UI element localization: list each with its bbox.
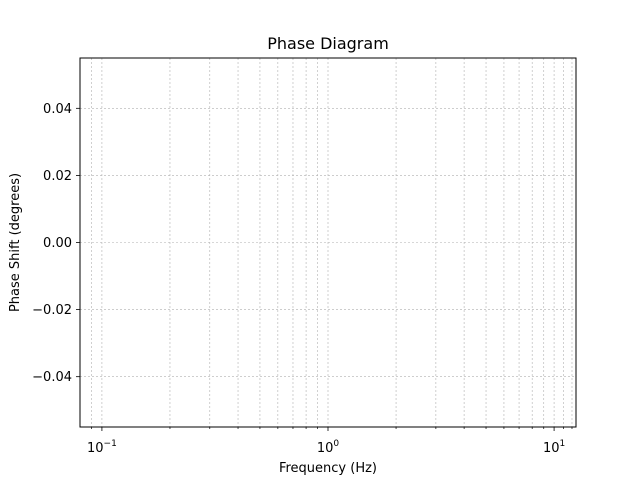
x-tick-label: 101 — [543, 439, 565, 456]
y-tick-label: −0.02 — [32, 303, 72, 318]
x-tick-label-exponent: 0 — [333, 439, 339, 449]
tick-marks — [76, 107, 573, 431]
x-tick-label-exponent: 1 — [559, 439, 565, 449]
x-tick-label-base: 10 — [543, 441, 560, 456]
plot-area-frame — [79, 57, 577, 428]
x-axis-label: Frequency (Hz) — [279, 461, 377, 476]
chart-title: Phase Diagram — [267, 34, 389, 53]
y-tick-label: −0.04 — [32, 370, 72, 385]
y-axis-label: Phase Shift (degrees) — [8, 173, 23, 312]
grid-lines — [80, 58, 576, 427]
y-tick-label: 0.00 — [43, 236, 72, 251]
x-tick-label-exponent: −1 — [104, 439, 117, 449]
x-tick-label-base: 10 — [87, 441, 104, 456]
x-tick-label: 10−1 — [87, 439, 117, 456]
x-tick-label-base: 10 — [317, 441, 334, 456]
y-tick-label: 0.04 — [43, 102, 72, 117]
y-tick-label: 0.02 — [43, 169, 72, 184]
x-tick-label: 100 — [317, 439, 340, 456]
